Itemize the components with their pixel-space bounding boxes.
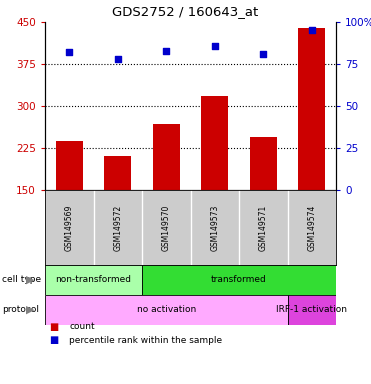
Text: GSM149570: GSM149570 [162, 204, 171, 251]
Bar [45, 295, 288, 325]
Text: ▶: ▶ [26, 305, 35, 315]
Bar [45, 265, 142, 295]
Point [309, 27, 315, 33]
Bar [56, 141, 83, 190]
Text: GSM149574: GSM149574 [307, 204, 316, 251]
Text: GSM149571: GSM149571 [259, 204, 268, 251]
Point [66, 49, 72, 55]
Text: GSM149569: GSM149569 [65, 204, 74, 251]
Text: GDS2752 / 160643_at: GDS2752 / 160643_at [112, 5, 259, 18]
Text: ▶: ▶ [26, 275, 35, 285]
Bar [250, 137, 277, 190]
Point [212, 43, 218, 49]
Text: no activation: no activation [137, 306, 196, 314]
Text: count: count [69, 322, 95, 331]
Bar [288, 295, 336, 325]
Text: protocol: protocol [2, 306, 39, 314]
Text: cell type: cell type [2, 275, 41, 285]
Text: percentile rank within the sample: percentile rank within the sample [69, 336, 222, 345]
Text: GSM149572: GSM149572 [113, 204, 122, 251]
Text: transformed: transformed [211, 275, 267, 285]
Bar [142, 265, 336, 295]
Text: ■: ■ [49, 335, 58, 345]
Text: GSM149573: GSM149573 [210, 204, 219, 251]
Bar [201, 96, 228, 190]
Point [163, 48, 169, 54]
Point [260, 51, 266, 57]
Text: IRF-1 activation: IRF-1 activation [276, 306, 347, 314]
Bar [104, 156, 131, 190]
Bar [153, 124, 180, 190]
Bar [298, 28, 325, 190]
Point [115, 56, 121, 62]
Text: ■: ■ [49, 322, 58, 332]
Text: non-transformed: non-transformed [56, 275, 131, 285]
